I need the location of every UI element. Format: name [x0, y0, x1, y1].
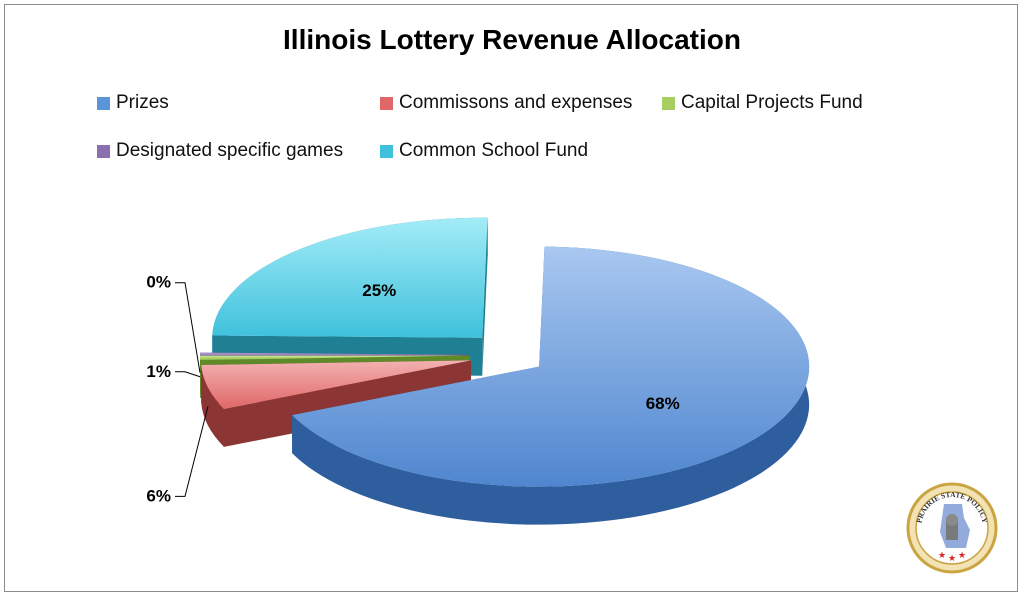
prairie-state-policy-logo: ★ ★ ★ PRAIRIE STATE POLICY	[906, 482, 998, 574]
svg-text:★: ★	[948, 553, 956, 563]
legend-swatch	[380, 96, 393, 110]
legend-swatch	[380, 144, 393, 158]
svg-text:★: ★	[958, 550, 966, 560]
legend-item-prizes: Prizes	[97, 92, 169, 114]
svg-text:★: ★	[938, 550, 946, 560]
chart-title: Illinois Lottery Revenue Allocation	[283, 24, 741, 55]
legend-label: Common School Fund	[399, 140, 589, 161]
legend-label: Capital Projects Fund	[681, 92, 863, 113]
legend-item-designated: Designated specific games	[97, 140, 343, 162]
legend-swatch	[97, 144, 110, 158]
leader-line	[175, 406, 209, 497]
legend-item-school: Common School Fund	[380, 140, 588, 162]
pie-slice-top	[292, 246, 810, 487]
legend-label: Commissons and expenses	[399, 92, 633, 113]
data-label-prizes: 68%	[646, 394, 680, 413]
leader-line	[175, 371, 201, 378]
pie-slice-top	[201, 360, 472, 409]
pie-slice-wall	[482, 217, 488, 376]
legend-item-capital: Capital Projects Fund	[662, 92, 863, 114]
pie-slice-prizes	[292, 246, 810, 525]
legend-swatch	[662, 96, 675, 110]
data-label-commissions: 6%	[146, 486, 171, 505]
data-label-school: 25%	[362, 281, 396, 300]
pie-slice-top	[212, 217, 488, 338]
pie-slice-rim	[201, 364, 225, 447]
legend-item-commissions: Commissons and expenses	[380, 92, 632, 114]
leader-line	[175, 282, 201, 373]
data-label-designated: 0%	[146, 273, 171, 292]
pie-slice-top	[200, 352, 471, 355]
pie-slice-top	[200, 355, 471, 361]
legend-swatch	[97, 96, 110, 110]
pie-slice-school	[212, 217, 488, 376]
legend-label: Designated specific games	[116, 140, 344, 161]
pie-slice-commissions	[201, 360, 472, 447]
data-label-capital: 1%	[146, 362, 171, 381]
legend-label: Prizes	[116, 92, 169, 113]
